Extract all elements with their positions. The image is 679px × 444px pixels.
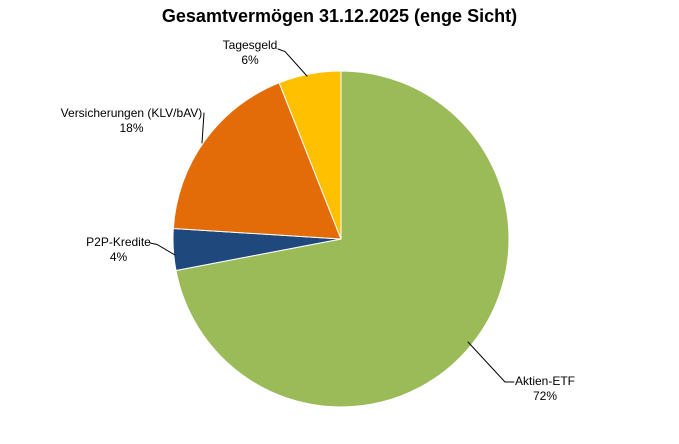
slice-percent-text: 72%	[532, 389, 558, 403]
pie-slices-group	[172, 70, 510, 408]
slice-label-versicherungen: Versicherungen (KLV/bAV) 18%	[39, 106, 224, 136]
pie-slice-versicherungen-klv-bav	[172, 82, 342, 240]
slice-percent-text: 6%	[241, 53, 259, 67]
slice-label-text: Aktien-ETF	[514, 374, 575, 388]
slice-label-text: P2P-Kredite	[86, 235, 151, 249]
slice-label-text: Tagesgeld	[222, 38, 278, 52]
leader-line-p2p-kredite	[149, 242, 176, 256]
slice-label-text: Versicherungen (KLV/bAV)	[60, 106, 203, 120]
pie-slice-aktien-etf	[175, 70, 510, 408]
slice-percent-text: 18%	[119, 121, 144, 135]
slice-percent-text: 4%	[109, 250, 128, 264]
leader-line-versicherungen	[201, 112, 205, 144]
slice-label-tagesgeld: Tagesgeld 6%	[190, 38, 310, 68]
leader-lines-group	[149, 48, 515, 383]
slice-label-p2p-kredite: P2P-Kredite 4%	[58, 235, 179, 265]
chart-title: Gesamtvermögen 31.12.2025 (enge Sicht)	[161, 6, 518, 26]
pie-slice-tagesgeld	[278, 70, 342, 240]
leader-line-tagesgeld	[277, 48, 308, 77]
slice-label-aktien-etf: Aktien-ETF 72%	[485, 374, 605, 404]
leader-line-aktien-etf	[467, 341, 515, 383]
